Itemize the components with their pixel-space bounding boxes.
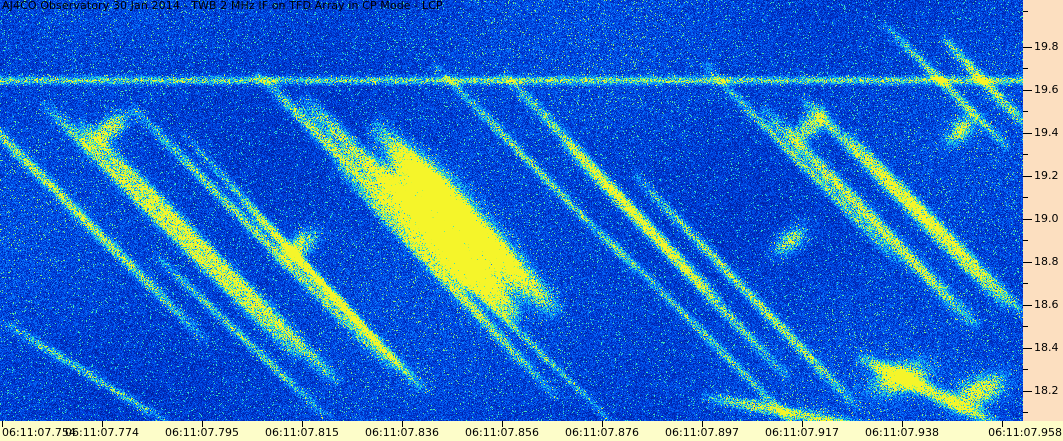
time-tick [202, 421, 203, 427]
time-tick [2, 421, 3, 427]
time-tick-label: 06:11:07.917 [765, 426, 839, 439]
frequency-minor-tick [1023, 111, 1028, 112]
frequency-tick-label: 19.2 [1034, 169, 1059, 182]
time-axis: 06:11:07.754 06:11:07.774 06:11:07.795 06:1… [0, 421, 1063, 441]
frequency-tick [1023, 219, 1032, 220]
frequency-tick-label: 19.4 [1034, 126, 1059, 139]
time-tick [402, 421, 403, 427]
frequency-tick [1023, 348, 1032, 349]
frequency-tick-label: 18.6 [1034, 298, 1059, 311]
frequency-axis: 19.8 19.6 19.4 19.2 19.0 18.8 18.6 18.4 18.2 [1023, 0, 1063, 421]
frequency-tick [1023, 90, 1032, 91]
frequency-tick-label: 19.0 [1034, 212, 1059, 225]
time-tick [802, 421, 803, 427]
frequency-tick [1023, 47, 1032, 48]
frequency-minor-tick [1023, 68, 1028, 69]
frequency-tick [1023, 176, 1032, 177]
time-tick-label: 06:11:07.815 [265, 426, 339, 439]
time-tick-label: 06:11:07.774 [65, 426, 139, 439]
time-tick [602, 421, 603, 427]
frequency-tick-label: 18.2 [1034, 384, 1059, 397]
time-tick-label: 06:11:07.795 [165, 426, 239, 439]
time-tick-label: 06:11:07.897 [665, 426, 739, 439]
time-tick [702, 421, 703, 427]
frequency-minor-tick [1023, 197, 1028, 198]
frequency-minor-tick [1023, 412, 1028, 413]
page-title: AJ4CO Observatory 30 Jan 2014 - TWB 2 MH… [2, 0, 443, 12]
frequency-tick [1023, 262, 1032, 263]
time-tick [902, 421, 903, 427]
frequency-minor-tick [1023, 283, 1028, 284]
time-tick-label: 06:11:07.938 [865, 426, 939, 439]
frequency-tick-label: 18.8 [1034, 255, 1059, 268]
time-tick-label: 06:11:07.856 [465, 426, 539, 439]
frequency-minor-tick [1023, 154, 1028, 155]
frequency-minor-tick [1023, 369, 1028, 370]
spectrogram-image [0, 0, 1023, 421]
time-tick [502, 421, 503, 427]
time-tick-label: 06:11:07.958 [988, 426, 1062, 439]
frequency-minor-tick [1023, 326, 1028, 327]
time-tick-label: 06:11:07.836 [365, 426, 439, 439]
spectrogram-plot[interactable] [0, 0, 1023, 421]
time-tick-label: 06:11:07.754 [2, 426, 76, 439]
time-tick [302, 421, 303, 427]
time-tick [1002, 421, 1003, 427]
frequency-minor-tick [1023, 11, 1028, 12]
frequency-tick [1023, 133, 1032, 134]
frequency-tick [1023, 305, 1032, 306]
time-tick-label: 06:11:07.876 [565, 426, 639, 439]
frequency-tick-label: 19.6 [1034, 83, 1059, 96]
frequency-tick [1023, 391, 1032, 392]
frequency-tick-label: 19.8 [1034, 40, 1059, 53]
frequency-minor-tick [1023, 240, 1028, 241]
frequency-tick-label: 18.4 [1034, 341, 1059, 354]
time-tick [102, 421, 103, 427]
